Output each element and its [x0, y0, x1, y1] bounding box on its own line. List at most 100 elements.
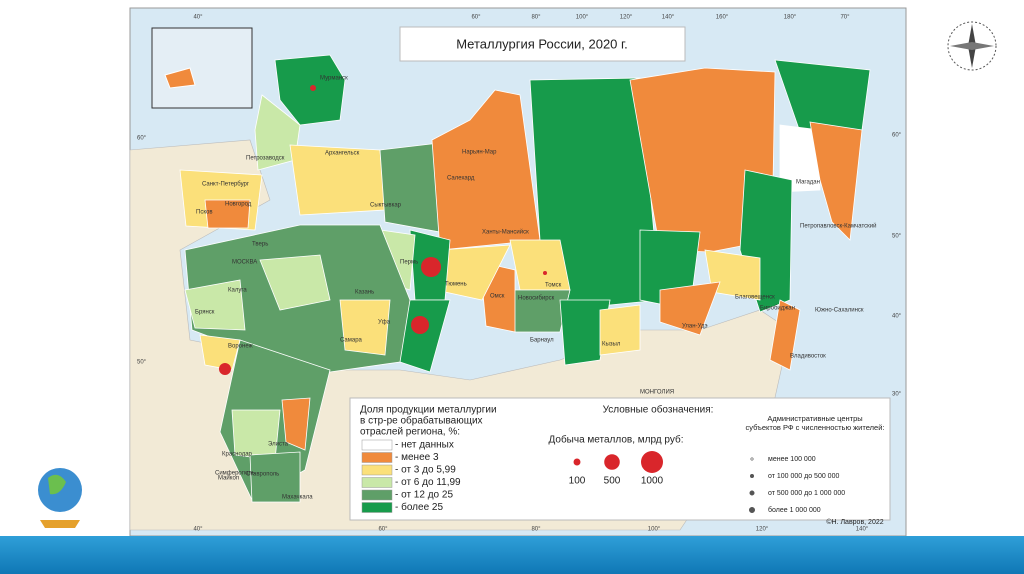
coord-label: 40° — [193, 527, 203, 533]
center-symbol — [749, 490, 755, 496]
region — [599, 304, 641, 356]
author: ©Н. Лавров, 2022 — [826, 518, 883, 526]
place-label: Новосибирск — [518, 296, 555, 302]
place-label: Казань — [355, 290, 374, 296]
legend-label: - от 12 до 25 — [395, 490, 453, 501]
legend-swatch — [361, 502, 393, 513]
place-label: Майкоп — [218, 475, 239, 482]
legend-label: - нет данных — [395, 440, 454, 451]
legend-title-line: в стр-ре обрабатывающих — [360, 415, 483, 427]
place-label: Южно-Сахалинск — [815, 308, 864, 314]
coord-label: 120° — [756, 527, 769, 533]
mining-legend: 100 500 1000 — [569, 451, 664, 487]
legend-label: - от 6 до 11,99 — [395, 477, 461, 488]
globe-icon — [38, 468, 82, 528]
region — [274, 54, 346, 126]
coord-label: 100° — [648, 527, 661, 533]
place-label: Улан-Удэ — [682, 324, 708, 330]
place-label: Владивосток — [790, 354, 826, 360]
legend-swatch — [361, 439, 393, 451]
center-symbol — [749, 473, 754, 478]
place-labels: МОСКВА Санкт-Петербург Архангельск Мурманск… — [195, 76, 876, 501]
legend-box — [349, 397, 891, 521]
coord-label: 120° — [620, 15, 633, 21]
coord-label: 180° — [784, 15, 797, 21]
inset-frame — [151, 27, 253, 109]
place-label: Новгород — [225, 202, 252, 208]
mining-bubble — [543, 271, 547, 275]
mining-size-symbol — [641, 451, 663, 473]
place-label: Ханты-Мансийск — [482, 229, 529, 236]
legend-label: - от 3 до 5,99 — [395, 465, 456, 476]
center-symbol — [750, 457, 754, 461]
place-label: Тверь — [252, 242, 268, 248]
place-label: Омск — [490, 294, 505, 300]
legend-swatch — [361, 477, 393, 488]
footer-band — [0, 536, 1024, 574]
coord-label: 100° — [576, 15, 589, 21]
place-label: Симферополь — [215, 471, 255, 477]
coord-label: 140° — [856, 527, 869, 533]
compass-icon — [947, 21, 997, 71]
region — [184, 279, 246, 331]
place-label: Махачкала — [282, 495, 313, 501]
inset-region — [164, 67, 196, 89]
legend-title-line: Доля продукции металлургии — [360, 405, 497, 416]
region — [769, 299, 801, 371]
place-label: Псков — [196, 210, 213, 216]
mining-size-symbol — [573, 458, 581, 466]
place-label: Элиста — [268, 442, 289, 448]
place-label: Санкт-Петербург — [202, 182, 250, 188]
region — [204, 199, 251, 229]
place-label: Петропавловск-Камчатский — [800, 223, 876, 230]
place-label: Мурманск — [320, 76, 348, 82]
legend-swatch — [361, 464, 393, 476]
centers-title-line: субъектов РФ с численностью жителей: — [746, 423, 885, 432]
symbols-heading: Условные обозначения: — [603, 404, 714, 416]
coord-label: 50° — [892, 234, 902, 240]
place-label: Петрозаводск — [246, 156, 285, 162]
center-label: от 500 000 до 1 000 000 — [768, 490, 845, 497]
coord-label: 60° — [471, 15, 481, 21]
place-label: Биробиджан — [760, 306, 795, 312]
mining-size-label: 500 — [604, 476, 621, 487]
place-label: МОСКВА — [232, 260, 257, 266]
coord-label: 80° — [531, 527, 541, 533]
place-label: Воронеж — [228, 344, 253, 350]
place-label: Салехард — [447, 176, 475, 182]
mining-bubble — [411, 316, 429, 334]
legend-swatch — [361, 489, 393, 501]
mining-size-symbol — [604, 454, 620, 470]
place-label: Архангельск — [325, 151, 360, 157]
mining-size-label: 1000 — [641, 476, 664, 487]
region — [259, 254, 331, 311]
center-label: от 100 000 до 500 000 — [768, 473, 839, 480]
region — [339, 299, 391, 356]
mining-bubble — [310, 85, 316, 91]
place-label: Краснодар — [222, 452, 253, 458]
coord-label: 70° — [840, 15, 850, 21]
place-label: Барнаул — [530, 338, 554, 344]
coord-label: 50° — [137, 360, 147, 366]
legend-items: - нет данных- менее 3- от 3 до 5,99- от … — [361, 439, 461, 513]
place-label: Сыктывкар — [370, 203, 402, 209]
place-label: Уфа — [378, 320, 391, 326]
mining-size-label: 100 — [569, 476, 586, 487]
region — [199, 334, 241, 371]
place-label: Брянск — [195, 310, 215, 316]
place-label: Самара — [340, 338, 363, 344]
mining-bubble — [219, 363, 231, 375]
region — [249, 451, 301, 503]
coordinates: 40° 60° 80° 100° 120° 140° 160° 180° 70° 40° 60° 80… — [137, 15, 902, 533]
place-label: Калуга — [228, 288, 247, 294]
centers-title-line: Административные центры — [767, 414, 862, 423]
title: Металлургия России, 2020 г. — [456, 36, 628, 51]
region — [254, 94, 301, 171]
place-label: Нарьян-Мар — [462, 150, 497, 156]
centers-legend: менее 100 000 от 100 000 до 500 000 от 500… — [748, 456, 845, 514]
center-symbol — [748, 506, 755, 513]
